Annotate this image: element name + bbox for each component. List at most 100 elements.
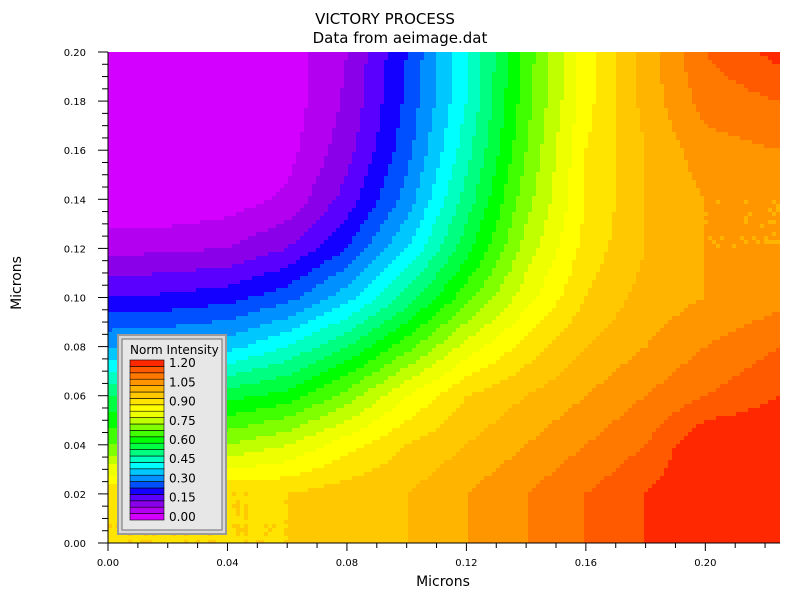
contour-cell xyxy=(280,164,285,169)
contour-cell xyxy=(340,120,345,125)
contour-cell xyxy=(540,80,545,85)
contour-cell xyxy=(748,128,753,133)
contour-cell xyxy=(308,88,313,93)
contour-cell xyxy=(144,92,149,97)
contour-cell xyxy=(604,100,609,105)
contour-cell xyxy=(444,76,449,81)
contour-cell xyxy=(648,96,653,101)
contour-cell xyxy=(396,112,401,117)
contour-cell xyxy=(644,92,649,97)
contour-cell xyxy=(188,112,193,117)
contour-cell xyxy=(204,76,209,81)
contour-cell xyxy=(260,68,265,73)
contour-cell xyxy=(532,72,537,77)
contour-cell xyxy=(756,128,761,133)
contour-cell xyxy=(468,60,473,65)
contour-cell xyxy=(600,60,605,65)
contour-cell xyxy=(660,140,665,145)
contour-cell xyxy=(656,116,661,121)
contour-cell xyxy=(424,64,429,69)
contour-cell xyxy=(240,144,245,149)
contour-cell xyxy=(372,140,377,145)
contour-cell xyxy=(296,164,301,169)
contour-cell xyxy=(208,100,213,105)
contour-cell xyxy=(336,116,341,121)
contour-cell xyxy=(680,152,685,157)
contour-cell xyxy=(460,108,465,113)
contour-cell xyxy=(316,160,321,165)
contour-cell xyxy=(744,52,749,57)
contour-cell xyxy=(612,80,617,85)
contour-cell xyxy=(492,84,497,89)
contour-cell xyxy=(680,156,685,161)
contour-cell xyxy=(452,76,457,81)
contour-cell xyxy=(396,72,401,77)
contour-cell xyxy=(696,148,701,153)
contour-cell xyxy=(316,168,321,173)
contour-cell xyxy=(432,72,437,77)
contour-cell xyxy=(256,136,261,141)
contour-cell xyxy=(660,84,665,89)
contour-cell xyxy=(740,80,745,85)
contour-cell xyxy=(728,68,733,73)
contour-cell xyxy=(212,112,217,117)
contour-cell xyxy=(520,156,525,161)
contour-cell xyxy=(480,140,485,145)
contour-cell xyxy=(568,76,573,81)
contour-cell xyxy=(556,100,561,105)
contour-cell xyxy=(364,140,369,145)
contour-cell xyxy=(528,68,533,73)
contour-cell xyxy=(588,128,593,133)
contour-cell xyxy=(504,60,509,65)
contour-cell xyxy=(472,128,477,133)
contour-cell xyxy=(276,72,281,77)
contour-cell xyxy=(204,168,209,173)
contour-cell xyxy=(524,108,529,113)
contour-cell xyxy=(720,68,725,73)
contour-cell xyxy=(608,156,613,161)
contour-cell xyxy=(396,60,401,65)
contour-cell xyxy=(600,156,605,161)
contour-cell xyxy=(532,56,537,61)
contour-cell xyxy=(148,124,153,129)
contour-cell xyxy=(696,140,701,145)
contour-cell xyxy=(284,56,289,61)
contour-cell xyxy=(480,128,485,133)
contour-cell xyxy=(348,56,353,61)
contour-cell xyxy=(664,136,669,141)
contour-cell xyxy=(112,168,117,173)
contour-cell xyxy=(632,104,637,109)
contour-cell xyxy=(544,52,549,57)
contour-cell xyxy=(348,108,353,113)
contour-cell xyxy=(520,80,525,85)
contour-cell xyxy=(500,152,505,157)
contour-cell xyxy=(632,100,637,105)
contour-cell xyxy=(336,68,341,73)
contour-cell xyxy=(436,148,441,153)
contour-cell xyxy=(364,104,369,109)
contour-cell xyxy=(684,136,689,141)
contour-cell xyxy=(152,140,157,145)
contour-cell xyxy=(364,80,369,85)
contour-cell xyxy=(688,152,693,157)
contour-cell xyxy=(468,88,473,93)
contour-cell xyxy=(748,92,753,97)
contour-cell xyxy=(172,156,177,161)
contour-cell xyxy=(148,64,153,69)
contour-cell xyxy=(460,104,465,109)
contour-cell xyxy=(728,76,733,81)
contour-cell xyxy=(716,144,721,149)
contour-cell xyxy=(140,120,145,125)
contour-cell xyxy=(320,68,325,73)
contour-cell xyxy=(656,56,661,61)
contour-cell xyxy=(152,68,157,73)
contour-cell xyxy=(592,96,597,101)
contour-cell xyxy=(688,124,693,129)
contour-cell xyxy=(328,68,333,73)
contour-cell xyxy=(360,116,365,121)
contour-cell xyxy=(560,80,565,85)
contour-cell xyxy=(204,116,209,121)
contour-cell xyxy=(772,132,777,137)
contour-cell xyxy=(380,156,385,161)
contour-cell xyxy=(372,112,377,117)
